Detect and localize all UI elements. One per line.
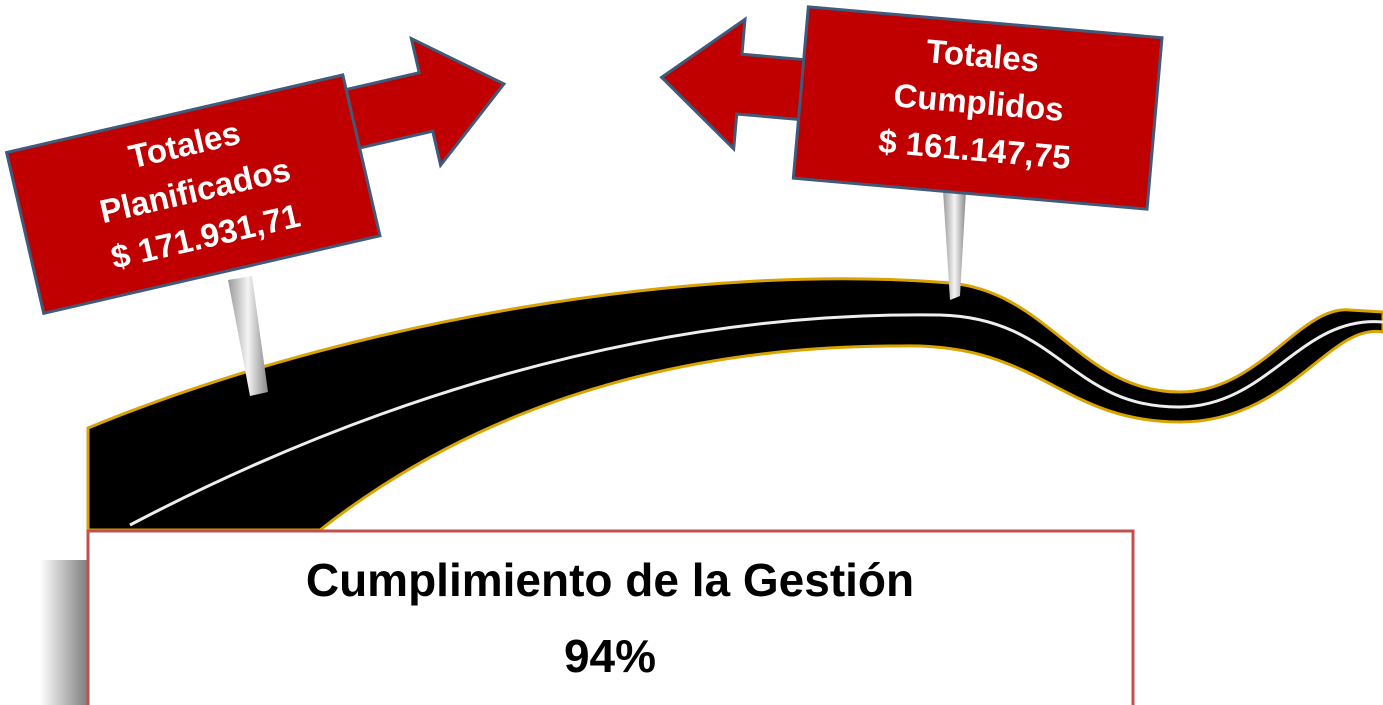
sign-left: Totales Planificados $ 171.931,71 — [2, 21, 531, 314]
sign-arrow — [656, 13, 815, 155]
page: Totales Planificados $ 171.931,71 Totale… — [0, 0, 1383, 705]
box-shadow — [40, 560, 90, 705]
sign-right: Totales Cumplidos $ 161.147,75 — [654, 0, 1162, 209]
road — [88, 279, 1383, 530]
infographic: Totales Planificados $ 171.931,71 Totale… — [0, 0, 1383, 705]
summary-value: 94% — [564, 630, 656, 682]
summary-title: Cumplimiento de la Gestión — [306, 554, 914, 606]
